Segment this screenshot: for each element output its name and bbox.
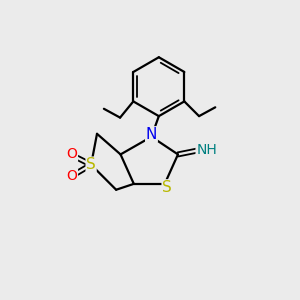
Text: N: N: [146, 127, 157, 142]
Text: O: O: [67, 169, 77, 184]
Text: S: S: [162, 180, 172, 195]
Text: O: O: [67, 147, 77, 161]
Text: NH: NH: [196, 143, 217, 157]
Text: S: S: [86, 157, 96, 172]
